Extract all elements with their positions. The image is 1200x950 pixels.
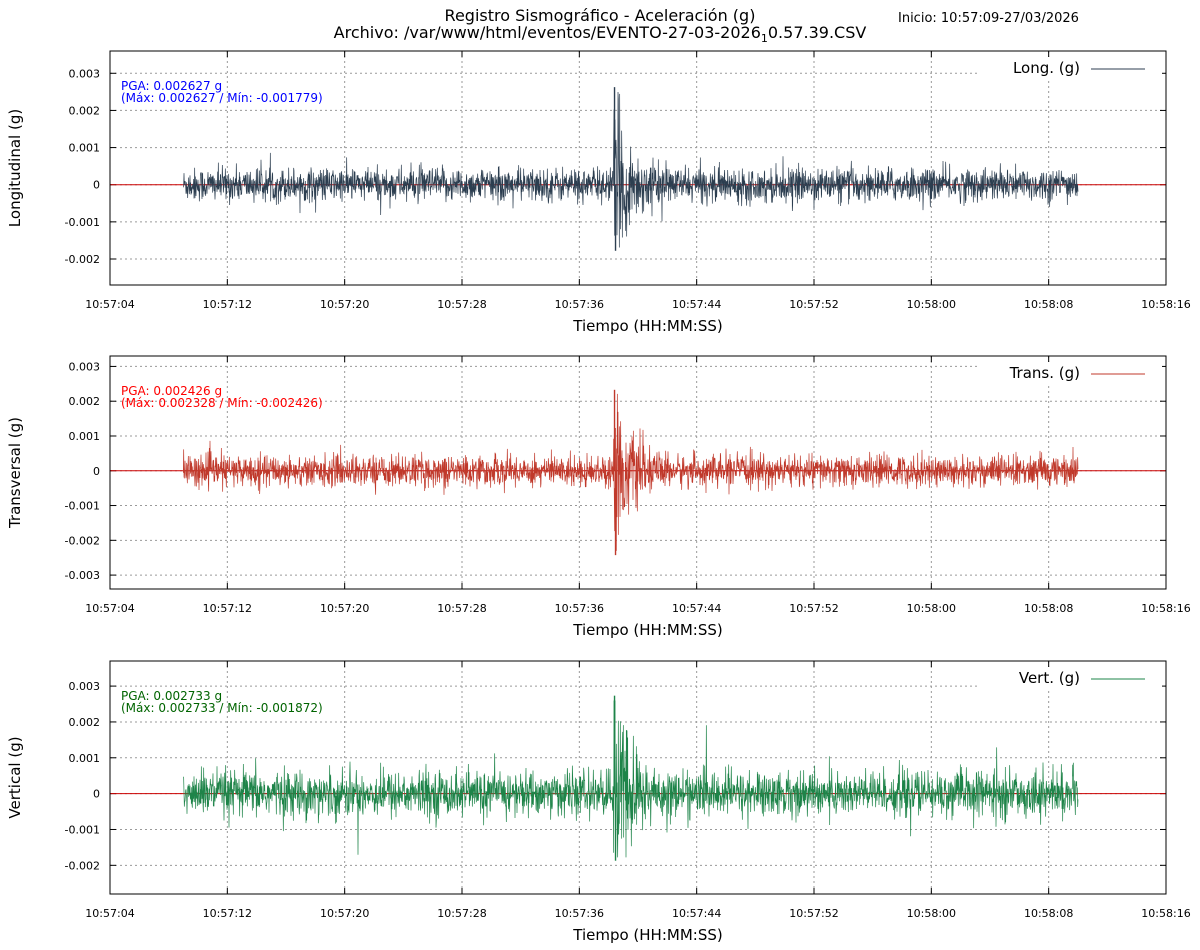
file-path-subscript: 1 xyxy=(760,32,768,46)
x-tick-label: 10:58:16 xyxy=(1141,298,1190,311)
x-tick-label: 10:58:08 xyxy=(1024,298,1073,311)
panel-vertical: 0.003 0.002 0.001 0 -0.001 -0.002 10:57:04 10:5… xyxy=(6,660,1191,944)
pga-label: PGA: 0.002627 g xyxy=(121,79,222,93)
panel-transversal: 0.003 0.002 0.001 0 -0.001 -0.002 -0.003 10:57:… xyxy=(6,355,1191,639)
x-tick-label: 10:57:44 xyxy=(672,907,721,920)
y-tick-label: 0 xyxy=(93,179,100,192)
x-tick-label: 10:57:52 xyxy=(789,907,838,920)
x-tick-label: 10:57:28 xyxy=(437,907,486,920)
y-axis-title: Vertical (g) xyxy=(6,736,24,818)
plot-frame xyxy=(109,660,1167,895)
x-tick-label: 10:57:44 xyxy=(672,602,721,615)
y-tick-label: 0.003 xyxy=(69,360,101,373)
y-tick-label: -0.002 xyxy=(65,253,100,266)
x-tick-label: 10:58:00 xyxy=(907,907,956,920)
y-tick-label: 0.003 xyxy=(69,67,101,80)
x-tick-label: 10:57:04 xyxy=(85,298,134,311)
x-tick-label: 10:58:16 xyxy=(1141,907,1190,920)
y-tick-label: 0.001 xyxy=(69,142,101,155)
y-axis-title: Transversal (g) xyxy=(6,417,24,529)
x-tick-label: 10:58:08 xyxy=(1024,907,1073,920)
legend-label: Vert. (g) xyxy=(1019,669,1080,687)
x-tick-label: 10:57:20 xyxy=(320,602,369,615)
x-tick-label: 10:57:12 xyxy=(203,602,252,615)
x-tick-label: 10:57:28 xyxy=(437,298,486,311)
pga-range-label: (Máx: 0.002733 / Mín: -0.001872) xyxy=(121,701,323,715)
chart-title-line2: Archivo: /var/www/html/eventos/EVENTO-27… xyxy=(0,23,1200,45)
y-tick-label: -0.001 xyxy=(65,216,100,229)
x-tick-label: 10:58:00 xyxy=(907,602,956,615)
plot-frame xyxy=(109,355,1167,590)
x-tick-label: 10:57:12 xyxy=(203,907,252,920)
y-tick-label: 0 xyxy=(93,465,100,478)
y-tick-label: 0.001 xyxy=(69,430,101,443)
pga-range-label: (Máx: 0.002627 / Mín: -0.001779) xyxy=(121,91,323,105)
pga-label: PGA: 0.002733 g xyxy=(121,689,222,703)
y-tick-label: -0.003 xyxy=(65,569,100,582)
y-tick-label: -0.001 xyxy=(65,500,100,513)
y-axis-title: Longitudinal (g) xyxy=(6,109,24,227)
x-axis-title: Tiempo (HH:MM:SS) xyxy=(572,621,722,639)
x-tick-label: 10:57:12 xyxy=(203,298,252,311)
pga-range-label: (Máx: 0.002328 / Mín: -0.002426) xyxy=(121,396,323,410)
y-tick-label: 0.002 xyxy=(69,395,101,408)
y-tick-label: 0 xyxy=(93,788,100,801)
x-tick-label: 10:57:36 xyxy=(555,907,604,920)
x-tick-label: 10:57:28 xyxy=(437,602,486,615)
plot-frame xyxy=(109,50,1167,286)
y-tick-label: -0.002 xyxy=(65,534,100,547)
y-tick-label: 0.001 xyxy=(69,752,101,765)
y-tick-label: 0.002 xyxy=(69,104,101,117)
x-tick-label: 10:57:44 xyxy=(672,298,721,311)
file-path-text: Archivo: /var/www/html/eventos/EVENTO-27… xyxy=(333,23,761,42)
x-tick-label: 10:57:36 xyxy=(555,298,604,311)
x-tick-label: 10:57:52 xyxy=(789,298,838,311)
pga-label: PGA: 0.002426 g xyxy=(121,384,222,398)
x-tick-label: 10:57:52 xyxy=(789,602,838,615)
x-tick-label: 10:57:04 xyxy=(85,602,134,615)
legend-label: Long. (g) xyxy=(1013,59,1080,77)
trace-transversal xyxy=(182,393,1079,551)
x-tick-label: 10:58:16 xyxy=(1141,602,1190,615)
x-tick-label: 10:58:08 xyxy=(1024,602,1073,615)
legend-label: Trans. (g) xyxy=(1009,364,1080,382)
y-tick-label: -0.001 xyxy=(65,823,100,836)
file-path-end: 0.57.39.CSV xyxy=(767,23,867,42)
x-axis-title: Tiempo (HH:MM:SS) xyxy=(572,926,722,944)
y-tick-label: 0.003 xyxy=(69,680,101,693)
x-tick-label: 10:57:20 xyxy=(320,298,369,311)
chart-title-line1: Registro Sismográfico - Aceleración (g) xyxy=(444,6,756,25)
start-time-label: Inicio: 10:57:09-27/03/2026 xyxy=(898,11,1079,26)
y-tick-label: -0.002 xyxy=(65,859,100,872)
x-tick-label: 10:57:04 xyxy=(85,907,134,920)
x-tick-label: 10:57:36 xyxy=(555,602,604,615)
panel-longitudinal: 0.003 0.002 0.001 0 -0.001 -0.002 10:57:04 10:5… xyxy=(6,50,1191,335)
x-axis-title: Tiempo (HH:MM:SS) xyxy=(572,317,722,335)
trace-longitudinal xyxy=(182,92,1079,248)
trace-vertical xyxy=(182,700,1079,858)
x-tick-label: 10:57:20 xyxy=(320,907,369,920)
x-tick-label: 10:58:00 xyxy=(907,298,956,311)
y-tick-label: 0.002 xyxy=(69,716,101,729)
